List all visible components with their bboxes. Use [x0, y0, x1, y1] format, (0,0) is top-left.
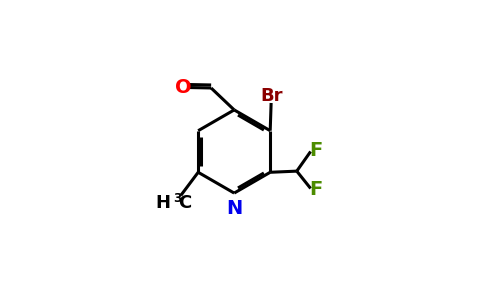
Text: 3: 3 [173, 192, 182, 205]
Text: Br: Br [260, 87, 283, 105]
Text: F: F [309, 180, 322, 199]
Text: C: C [179, 194, 192, 212]
Text: O: O [175, 78, 191, 97]
Text: N: N [226, 199, 242, 218]
Text: H: H [155, 194, 170, 212]
Text: F: F [309, 141, 322, 160]
